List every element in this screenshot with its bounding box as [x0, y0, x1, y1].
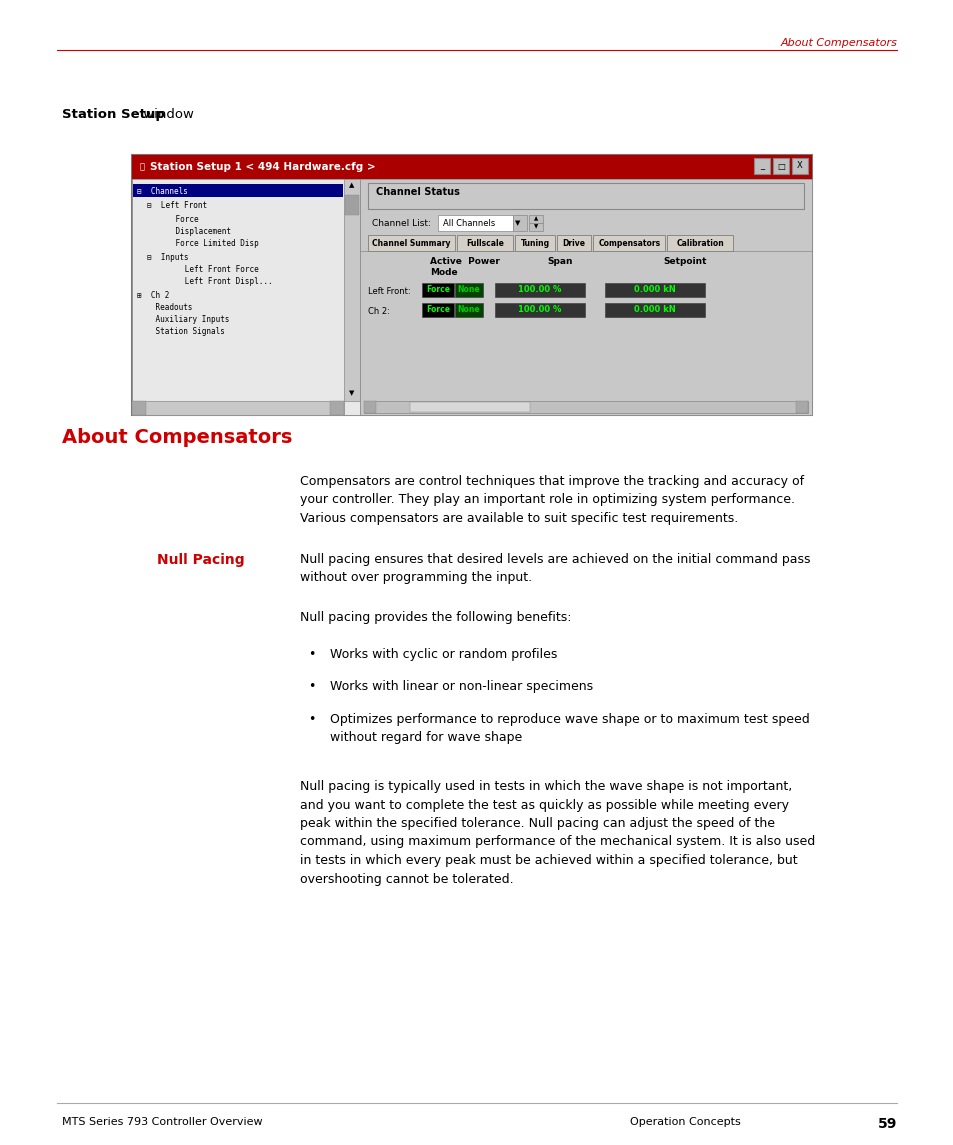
Text: Operation Concepts: Operation Concepts: [629, 1118, 740, 1127]
Text: Ch 2:: Ch 2:: [368, 307, 390, 316]
Text: Null pacing is typically used in tests in which the wave shape is not important,: Null pacing is typically used in tests i…: [299, 780, 815, 885]
Bar: [344, 179, 359, 401]
Bar: [495, 283, 584, 297]
Text: •: •: [308, 648, 315, 661]
Bar: [666, 235, 733, 251]
Text: _: _: [760, 161, 763, 171]
Text: Null pacing ensures that desired levels are achieved on the initial command pass: Null pacing ensures that desired levels …: [299, 553, 810, 584]
Text: ▼: ▼: [349, 390, 355, 396]
Text: ▲: ▲: [534, 216, 537, 221]
Bar: [495, 303, 584, 317]
Text: ⊟  Channels: ⊟ Channels: [137, 187, 188, 196]
Bar: [410, 402, 530, 412]
Text: MTS Series 793 Controller Overview: MTS Series 793 Controller Overview: [62, 1118, 262, 1127]
Bar: [753, 158, 769, 174]
Text: ▼: ▼: [515, 220, 520, 226]
Text: Left Front:: Left Front:: [368, 286, 410, 295]
Text: Channel List:: Channel List:: [372, 219, 431, 228]
Bar: [421, 303, 454, 317]
Bar: [795, 401, 807, 413]
Text: None: None: [457, 285, 479, 294]
Text: Station Setup 1 < 494 Hardware.cfg >: Station Setup 1 < 494 Hardware.cfg >: [150, 161, 375, 172]
Text: •: •: [308, 680, 315, 693]
Bar: [368, 235, 455, 251]
Bar: [345, 195, 358, 215]
Text: Station Signals: Station Signals: [137, 326, 225, 335]
Text: Tuning: Tuning: [520, 238, 549, 247]
Text: About Compensators: About Compensators: [62, 428, 292, 447]
Text: Drive: Drive: [562, 238, 585, 247]
Text: window: window: [139, 108, 193, 121]
Bar: [364, 401, 375, 413]
Bar: [132, 155, 811, 179]
Bar: [437, 215, 513, 231]
Text: •: •: [308, 713, 315, 726]
Text: Readouts: Readouts: [137, 302, 193, 311]
Bar: [132, 401, 146, 414]
Bar: [457, 235, 513, 251]
Text: Calibration: Calibration: [676, 238, 723, 247]
Text: □: □: [777, 161, 784, 171]
Text: None: None: [457, 306, 479, 315]
Text: Setpoint: Setpoint: [662, 256, 706, 266]
Bar: [132, 155, 811, 414]
Text: Active  Power: Active Power: [430, 256, 499, 266]
Text: Mode: Mode: [430, 268, 457, 277]
Bar: [529, 223, 542, 231]
Text: 🔧: 🔧: [140, 163, 145, 172]
Text: Left Front Force: Left Front Force: [157, 264, 258, 274]
Text: ⊞  Ch 2: ⊞ Ch 2: [137, 291, 170, 300]
Bar: [132, 184, 343, 197]
Text: Null pacing provides the following benefits:: Null pacing provides the following benef…: [299, 611, 571, 624]
Text: Auxiliary Inputs: Auxiliary Inputs: [137, 315, 230, 324]
Bar: [515, 235, 555, 251]
Text: Compensators are control techniques that improve the tracking and accuracy of
yo: Compensators are control techniques that…: [299, 475, 803, 526]
Text: 0.000 kN: 0.000 kN: [634, 285, 675, 294]
Bar: [132, 179, 359, 414]
Text: Compensators: Compensators: [598, 238, 659, 247]
Bar: [791, 158, 807, 174]
Text: Works with cyclic or random profiles: Works with cyclic or random profiles: [330, 648, 557, 661]
Bar: [593, 235, 664, 251]
Bar: [359, 179, 811, 414]
Text: Channel Status: Channel Status: [375, 187, 459, 197]
Text: Channel Summary: Channel Summary: [372, 238, 451, 247]
Text: Fullscale: Fullscale: [466, 238, 504, 247]
Text: Station Setup: Station Setup: [62, 108, 165, 121]
Bar: [455, 303, 482, 317]
Text: 0.000 kN: 0.000 kN: [634, 306, 675, 315]
Text: Force: Force: [426, 306, 450, 315]
Text: Force: Force: [157, 214, 198, 223]
Text: Force: Force: [426, 285, 450, 294]
Text: Optimizes performance to reproduce wave shape or to maximum test speed
without r: Optimizes performance to reproduce wave …: [330, 713, 809, 744]
Text: All Channels: All Channels: [442, 219, 495, 228]
Text: Displacement: Displacement: [157, 227, 231, 236]
Text: Works with linear or non-linear specimens: Works with linear or non-linear specimen…: [330, 680, 593, 693]
Bar: [513, 215, 526, 231]
Text: 59: 59: [877, 1118, 896, 1131]
Bar: [364, 401, 807, 413]
Bar: [132, 401, 344, 414]
Bar: [772, 158, 788, 174]
Text: Span: Span: [547, 256, 572, 266]
Bar: [421, 283, 454, 297]
Bar: [529, 215, 542, 223]
Text: Force Limited Disp: Force Limited Disp: [157, 238, 258, 247]
Text: About Compensators: About Compensators: [780, 38, 896, 48]
Text: X: X: [797, 161, 802, 171]
Text: Left Front Displ...: Left Front Displ...: [157, 276, 273, 285]
Text: Null Pacing: Null Pacing: [157, 553, 245, 567]
Text: ⊟  Left Front: ⊟ Left Front: [147, 200, 207, 210]
Bar: [604, 283, 704, 297]
Text: ▲: ▲: [349, 182, 355, 188]
Bar: [604, 303, 704, 317]
Bar: [557, 235, 591, 251]
Text: 100.00 %: 100.00 %: [517, 306, 561, 315]
Bar: [368, 183, 803, 210]
Bar: [455, 283, 482, 297]
Bar: [330, 401, 344, 414]
Text: 100.00 %: 100.00 %: [517, 285, 561, 294]
Text: ⊟  Inputs: ⊟ Inputs: [147, 253, 189, 261]
Text: ▼: ▼: [534, 224, 537, 229]
